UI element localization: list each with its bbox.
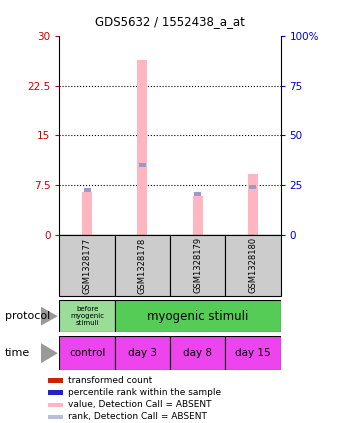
- Text: protocol: protocol: [5, 311, 50, 321]
- Text: GDS5632 / 1552438_a_at: GDS5632 / 1552438_a_at: [95, 15, 245, 28]
- Bar: [170, 235, 225, 296]
- Bar: [225, 235, 280, 296]
- Text: day 15: day 15: [235, 348, 271, 358]
- Text: myogenic stimuli: myogenic stimuli: [147, 310, 248, 323]
- Text: GSM1328177: GSM1328177: [83, 237, 91, 294]
- Text: value, Detection Call = ABSENT: value, Detection Call = ABSENT: [68, 400, 211, 409]
- Bar: [48, 403, 63, 407]
- Bar: [115, 235, 170, 296]
- Text: rank, Detection Call = ABSENT: rank, Detection Call = ABSENT: [68, 412, 207, 421]
- Text: transformed count: transformed count: [68, 376, 152, 385]
- Bar: [48, 390, 63, 395]
- Bar: [194, 192, 201, 196]
- Bar: [48, 415, 63, 419]
- Bar: [137, 60, 147, 235]
- Bar: [248, 174, 258, 235]
- Polygon shape: [41, 343, 58, 363]
- Bar: [115, 300, 280, 332]
- Text: time: time: [5, 348, 30, 358]
- Text: GSM1328180: GSM1328180: [249, 237, 257, 294]
- Bar: [139, 163, 146, 167]
- Text: GSM1328178: GSM1328178: [138, 237, 147, 294]
- Bar: [250, 185, 256, 189]
- Text: before
myogenic
stimuli: before myogenic stimuli: [70, 306, 104, 326]
- Text: percentile rank within the sample: percentile rank within the sample: [68, 388, 221, 397]
- Bar: [84, 188, 90, 192]
- Bar: [59, 300, 115, 332]
- Text: day 8: day 8: [183, 348, 212, 358]
- Bar: [170, 336, 225, 370]
- Polygon shape: [41, 307, 58, 326]
- Bar: [82, 192, 92, 235]
- Bar: [193, 196, 203, 235]
- Bar: [59, 336, 115, 370]
- Bar: [115, 336, 170, 370]
- Text: control: control: [69, 348, 105, 358]
- Bar: [59, 235, 115, 296]
- Bar: [225, 336, 280, 370]
- Text: GSM1328179: GSM1328179: [193, 237, 202, 294]
- Bar: [48, 378, 63, 382]
- Text: day 3: day 3: [128, 348, 157, 358]
